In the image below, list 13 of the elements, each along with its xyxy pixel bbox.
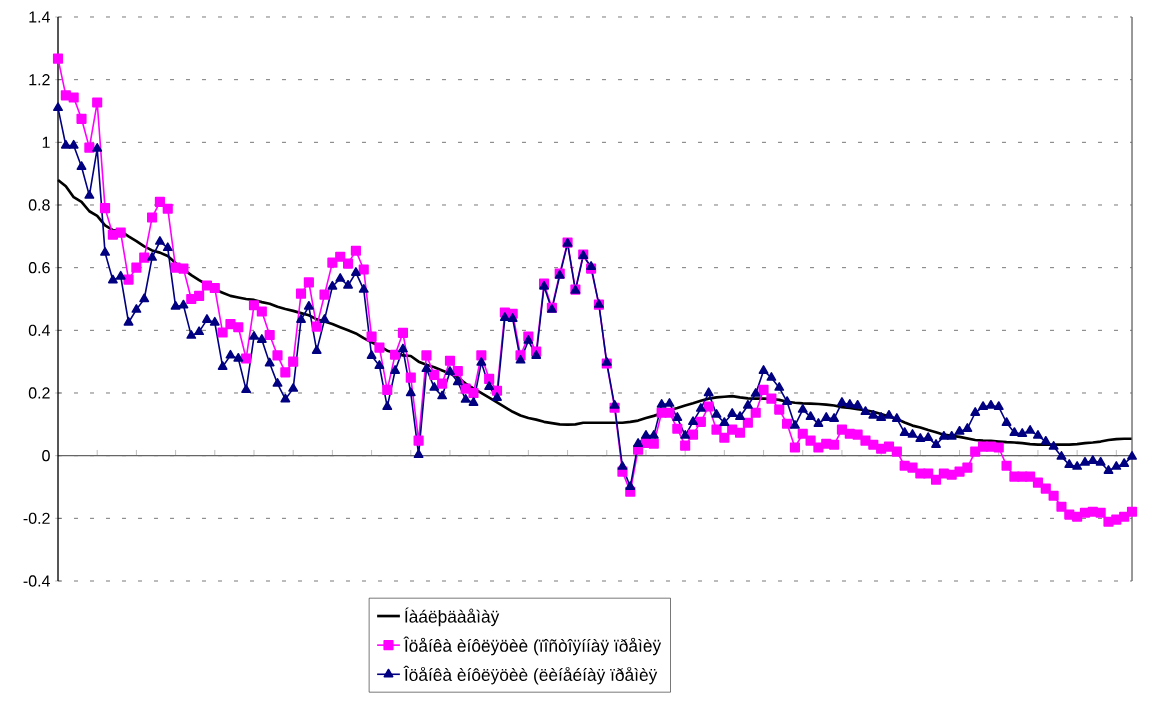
y-tick-label: 0.6 <box>28 262 50 274</box>
y-tick-label: 1.2 <box>29 74 50 86</box>
legend-label: Îöåíêà èíôëÿöèè (ïîñòîÿííàÿ ïðåìèÿ <box>403 636 662 656</box>
legend-label: Îöåíêà èíôëÿöèè (ëèíåéíàÿ ïðåìèÿ <box>403 665 658 685</box>
y-tick-label: 0 <box>42 450 50 462</box>
y-tick-label: 1.4 <box>29 11 50 23</box>
y-tick-label: -0.2 <box>23 512 50 524</box>
y-tick-label: 0.2 <box>28 387 50 399</box>
y-tick-label: 0.8 <box>28 199 50 211</box>
legend-label: Íàáëþäàåìàÿ <box>405 607 500 627</box>
y-tick-label: 0.4 <box>28 324 50 336</box>
y-tick-label: -0.4 <box>23 575 50 587</box>
y-tick-label: 1 <box>42 136 50 148</box>
